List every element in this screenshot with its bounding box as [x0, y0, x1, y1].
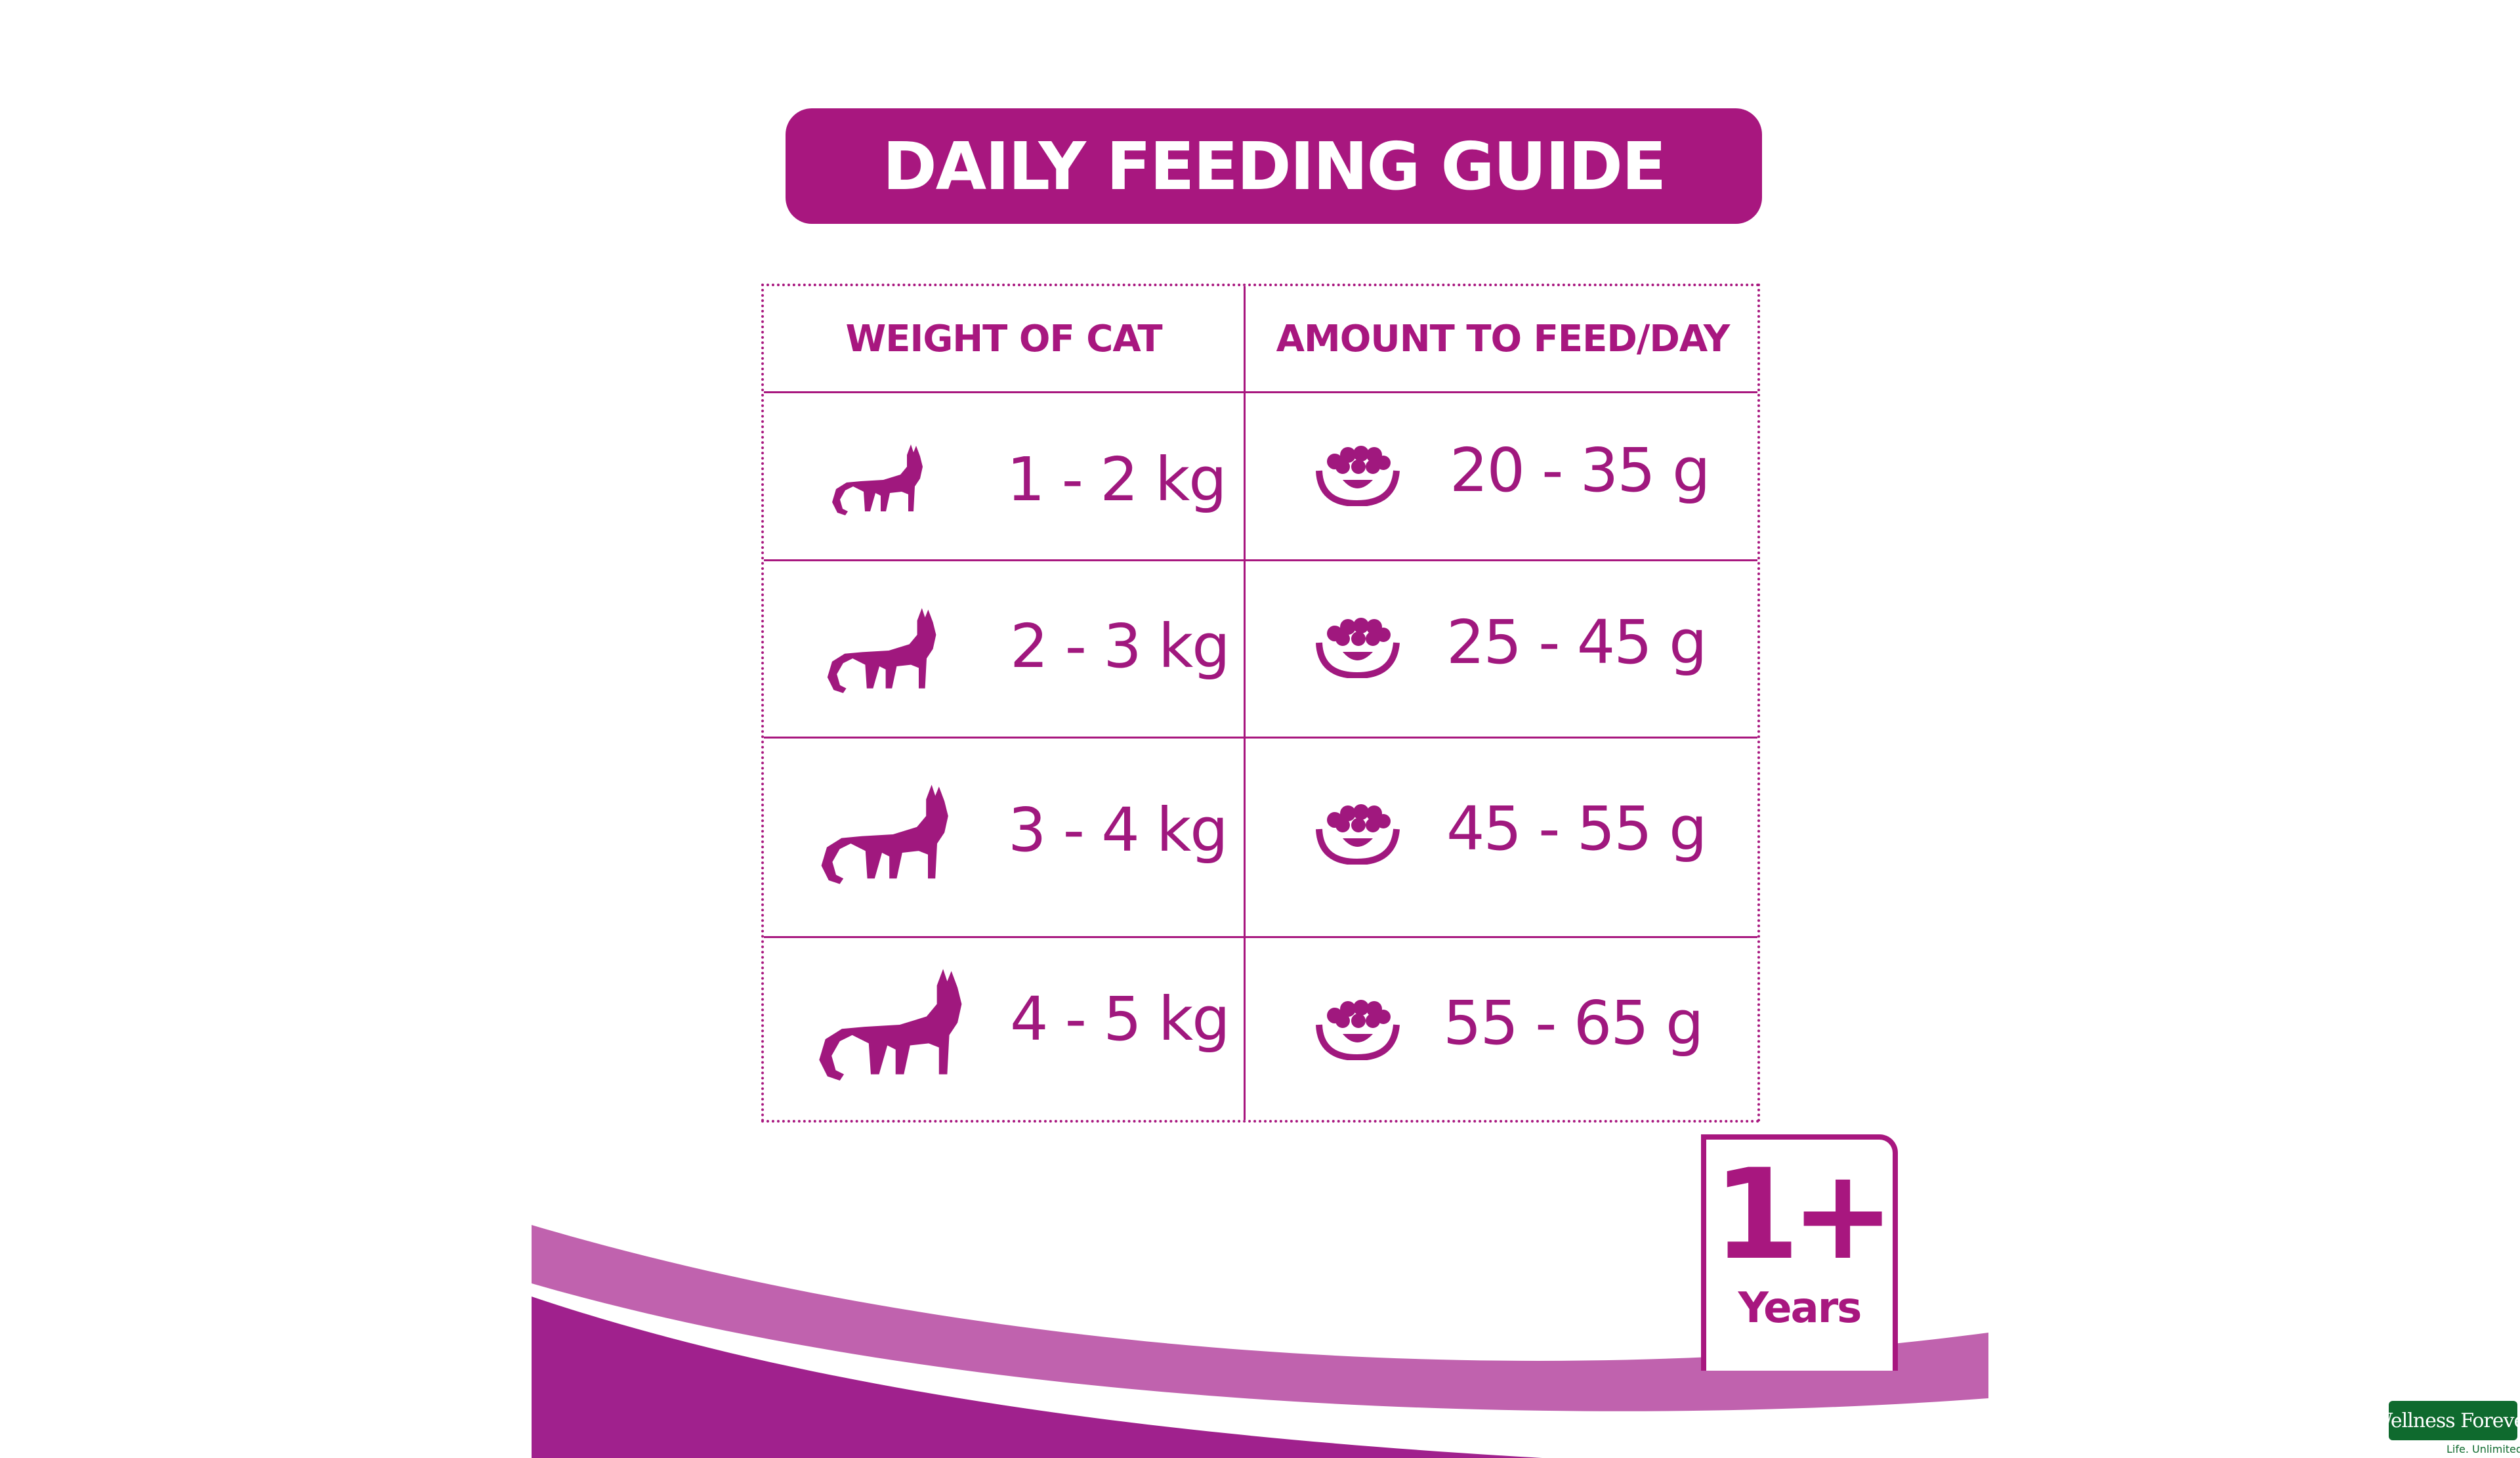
cat-silhouette-icon [832, 444, 923, 515]
brand-tagline: Life. Unlimited. [2446, 1443, 2520, 1455]
row-divider [764, 737, 1757, 739]
table-row: 4 - 5 kg 55 - 65 g [764, 938, 1757, 1123]
cat-silhouette-icon [819, 969, 962, 1081]
weight-value: 3 - 4 kg [1008, 795, 1228, 865]
food-bowl-icon [1316, 1000, 1400, 1060]
weight-value: 2 - 3 kg [1010, 611, 1230, 681]
food-bowl-icon [1316, 446, 1400, 506]
table-row: 2 - 3 kg 25 - 45 g [764, 561, 1757, 737]
row-divider [764, 391, 1757, 393]
weight-value: 1 - 2 kg [1007, 444, 1227, 515]
feeding-table: WEIGHT OF CAT AMOUNT TO FEED/DAY 1 - 2 k… [761, 284, 1760, 1123]
age-badge-number: 1+ [1713, 1142, 1895, 1287]
age-badge-label: Years [1738, 1284, 1862, 1333]
food-bowl-icon [1316, 618, 1400, 678]
header-amount: AMOUNT TO FEED/DAY [1276, 317, 1731, 360]
title-banner: DAILY FEEDING GUIDE [786, 108, 1762, 224]
amount-value: 25 - 45 g [1446, 607, 1707, 677]
table-row: 1 - 2 kg 20 - 35 g [764, 393, 1757, 559]
cat-silhouette-icon [821, 784, 948, 884]
table-row: 3 - 4 kg 45 - 55 g [764, 739, 1757, 936]
header-weight: WEIGHT OF CAT [845, 317, 1162, 360]
row-divider [764, 936, 1757, 938]
age-badge: 1+ Years [1701, 1134, 1898, 1371]
amount-value: 20 - 35 g [1450, 435, 1710, 505]
column-divider [1244, 286, 1246, 1120]
page-title: DAILY FEEDING GUIDE [882, 127, 1667, 205]
food-bowl-icon [1316, 804, 1400, 865]
cat-silhouette-icon [827, 608, 936, 693]
brand-logo: Wellness Forever [2372, 1401, 2520, 1440]
row-divider [764, 559, 1757, 561]
amount-value: 45 - 55 g [1446, 794, 1707, 864]
weight-value: 4 - 5 kg [1010, 984, 1230, 1054]
amount-value: 55 - 65 g [1443, 988, 1704, 1058]
